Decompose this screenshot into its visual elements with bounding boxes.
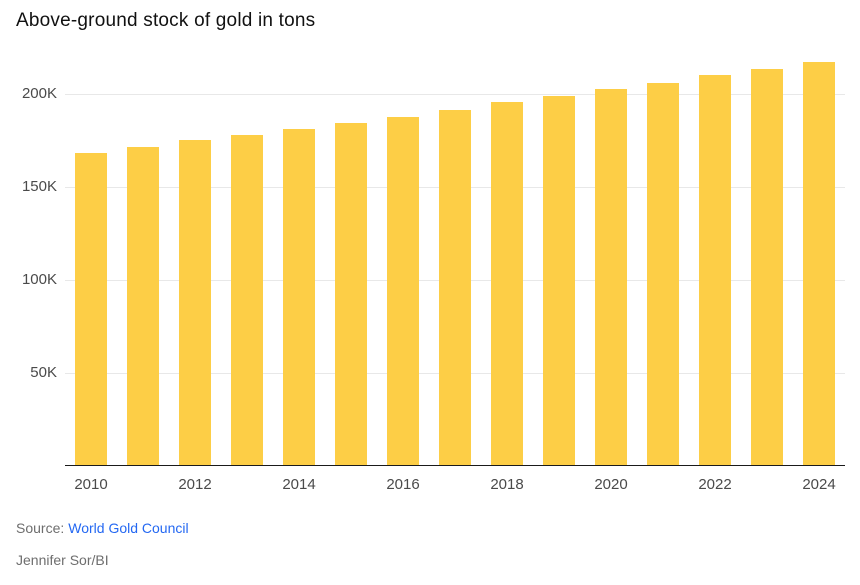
y-axis-tick-50K: 50K — [30, 363, 57, 381]
source-label: Source: — [16, 520, 65, 536]
bars-layer — [65, 54, 845, 465]
chart-title: Above-ground stock of gold in tons — [16, 10, 316, 31]
x-axis-tick-2012: 2012 — [178, 476, 212, 493]
x-axis-tick-2010: 2010 — [74, 476, 108, 493]
x-axis-tick-2020: 2020 — [594, 476, 628, 493]
bar-2020[interactable] — [595, 89, 627, 465]
bar-2021[interactable] — [647, 82, 679, 465]
bar-2014[interactable] — [283, 129, 315, 465]
credit-line: Jennifer Sor/BI — [16, 552, 109, 568]
bar-2019[interactable] — [543, 95, 575, 465]
source-link[interactable]: World Gold Council — [68, 520, 189, 536]
x-axis-tick-2018: 2018 — [490, 476, 524, 493]
source-line: Source: World Gold Council — [16, 520, 189, 536]
y-axis-tick-200K: 200K — [21, 84, 57, 102]
x-axis-tick-2014: 2014 — [282, 476, 316, 493]
bar-2010[interactable] — [75, 152, 107, 465]
bar-2018[interactable] — [491, 102, 523, 465]
bar-2017[interactable] — [439, 109, 471, 465]
x-axis-tick-2016: 2016 — [386, 476, 420, 493]
bar-2011[interactable] — [127, 146, 159, 465]
y-axis-tick-100K: 100K — [21, 270, 57, 288]
bar-2022[interactable] — [699, 75, 731, 465]
bar-2015[interactable] — [335, 122, 367, 465]
bar-2024[interactable] — [803, 62, 835, 465]
x-axis-tick-2024: 2024 — [802, 476, 836, 493]
bar-2013[interactable] — [231, 134, 263, 465]
x-axis-tick-2022: 2022 — [698, 476, 732, 493]
bar-2016[interactable] — [387, 117, 419, 465]
y-axis-tick-150K: 150K — [21, 177, 57, 195]
bar-2023[interactable] — [751, 68, 783, 465]
plot-area — [65, 54, 845, 466]
gridline-200K — [65, 93, 845, 95]
bar-2012[interactable] — [179, 140, 211, 465]
